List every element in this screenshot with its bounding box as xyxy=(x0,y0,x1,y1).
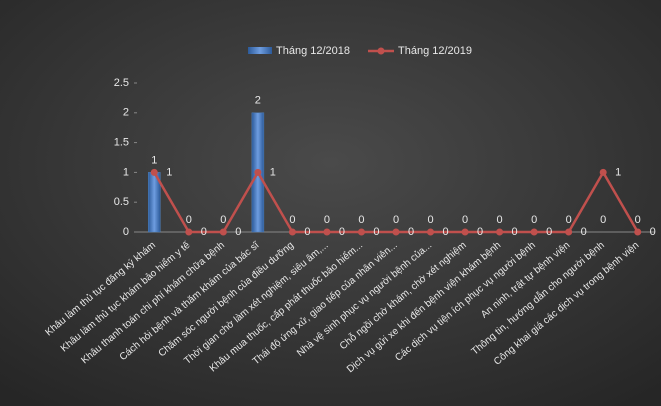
bar-value-label: 1 xyxy=(151,154,157,166)
line-marker xyxy=(461,228,469,236)
line-value-label: 0 xyxy=(339,226,345,238)
y-tick-label: 0.5 xyxy=(114,196,129,208)
y-tick-label: 2.5 xyxy=(114,77,129,89)
line-value-label: 0 xyxy=(477,226,483,238)
y-tick-label: 0 xyxy=(123,226,129,238)
line-marker xyxy=(496,228,504,236)
line-marker xyxy=(530,228,538,236)
bar-value-label: 2 xyxy=(255,95,261,107)
legend-line-marker xyxy=(377,47,385,55)
line-marker xyxy=(219,228,227,236)
y-tick-label: 2 xyxy=(123,107,129,119)
bar-value-label: 0 xyxy=(462,214,468,226)
bar-value-label: 0 xyxy=(324,214,330,226)
line-value-label: 0 xyxy=(512,226,518,238)
line-marker xyxy=(599,168,607,176)
line-value-label: 1 xyxy=(166,166,172,178)
line-marker xyxy=(427,228,435,236)
bar-value-label: 0 xyxy=(635,214,641,226)
line-value-label: 0 xyxy=(373,226,379,238)
y-tick-label: 1 xyxy=(123,166,129,178)
bar-value-label: 0 xyxy=(186,214,192,226)
line-value-label: 0 xyxy=(546,226,552,238)
bar-value-label: 0 xyxy=(220,214,226,226)
bar-value-label: 0 xyxy=(358,214,364,226)
line-value-label: 0 xyxy=(304,226,310,238)
line-value-label: 0 xyxy=(650,226,656,238)
bar-value-label: 0 xyxy=(531,214,537,226)
legend-label: Tháng 12/2018 xyxy=(276,45,350,57)
line-marker xyxy=(565,228,573,236)
line-value-label: 0 xyxy=(581,226,587,238)
bar-value-label: 0 xyxy=(427,214,433,226)
line-marker xyxy=(288,228,296,236)
line-marker xyxy=(634,228,642,236)
line-marker xyxy=(323,228,331,236)
line-value-label: 0 xyxy=(408,226,414,238)
bar-value-label: 0 xyxy=(600,214,606,226)
y-tick-label: 1.5 xyxy=(114,137,129,149)
legend-label: Tháng 12/2019 xyxy=(398,45,472,57)
bar-value-label: 0 xyxy=(566,214,572,226)
line-marker xyxy=(392,228,400,236)
line-marker xyxy=(357,228,365,236)
bar-value-label: 0 xyxy=(497,214,503,226)
line-marker xyxy=(185,228,193,236)
line-marker xyxy=(150,168,158,176)
line-value-label: 1 xyxy=(270,166,276,178)
line-value-label: 0 xyxy=(442,226,448,238)
line-marker xyxy=(254,168,262,176)
legend-bar-swatch xyxy=(248,47,272,54)
bar-value-label: 0 xyxy=(289,214,295,226)
line-value-label: 0 xyxy=(235,226,241,238)
bar-value-label: 0 xyxy=(393,214,399,226)
line-value-label: 1 xyxy=(615,166,621,178)
line-value-label: 0 xyxy=(201,226,207,238)
